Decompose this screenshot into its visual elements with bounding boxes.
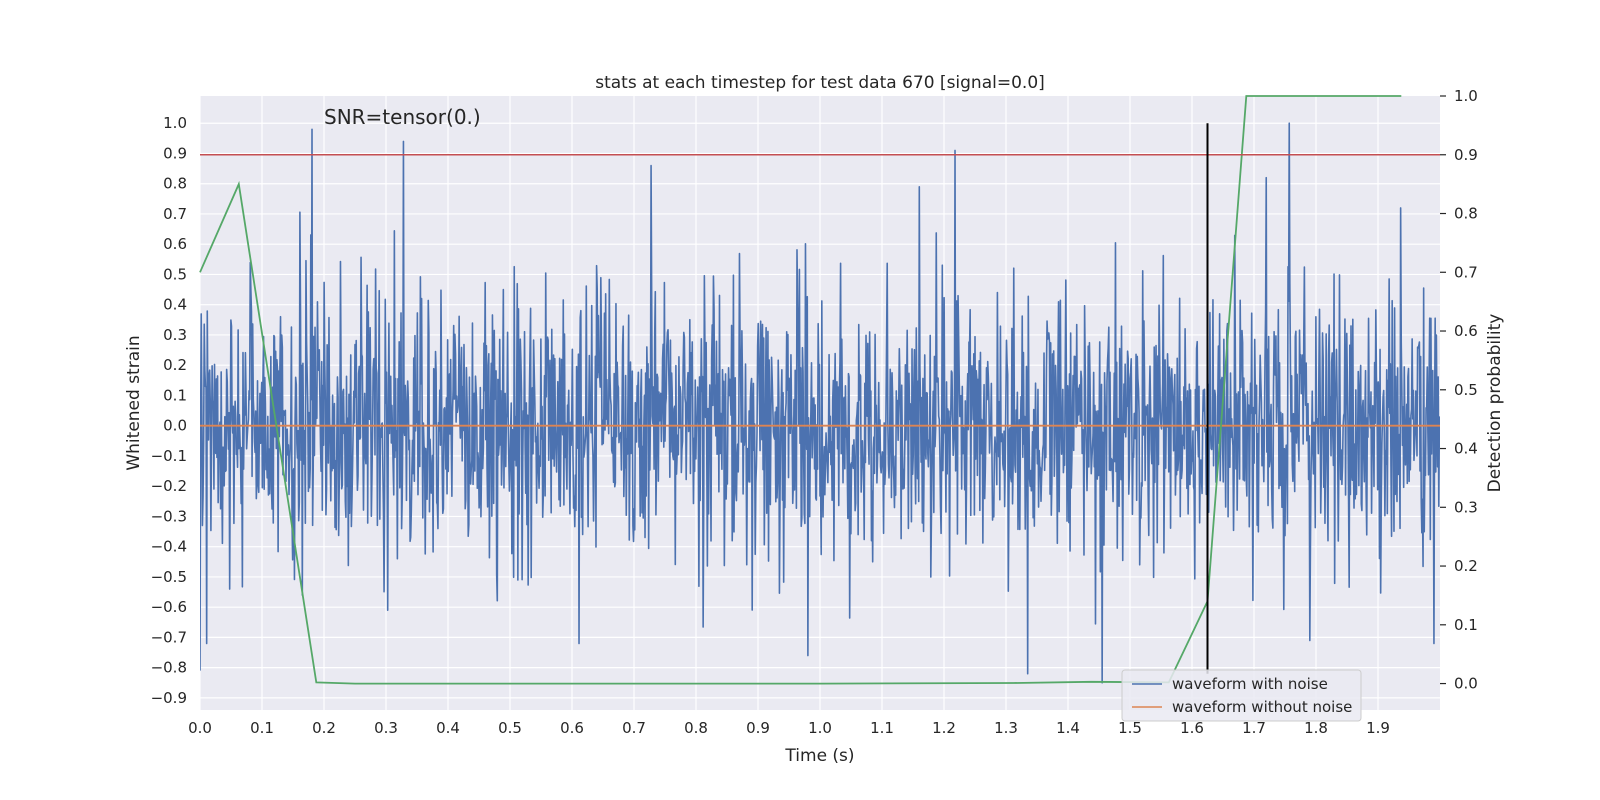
x-tick-label: 0.5 [498,719,522,737]
x-tick-label: 0.8 [684,719,708,737]
series-waveform-with-noise [200,122,1440,684]
y-axis-label: Whitened strain [124,335,144,470]
y2-tick-label: 0.0 [1454,675,1478,693]
x-tick-label: 1.1 [870,719,894,737]
waveform-with-noise-line [200,122,1440,684]
y-tick-label: 0.1 [163,386,187,404]
y2-tick-label: 0.8 [1454,205,1478,223]
detection-probability-line [199,95,1402,685]
x-tick-label: 0.6 [560,719,584,737]
y-tick-label: −0.1 [151,447,187,465]
y-tick-label: −0.2 [151,477,187,495]
y-tick-label: 0.8 [163,175,187,193]
x-tick-label: 1.7 [1242,719,1266,737]
x-tick-label: 1.3 [994,719,1018,737]
x-tick-label: 0.3 [374,719,398,737]
y-tick-label: −0.3 [151,507,187,525]
y-tick-label: 0.4 [163,296,187,314]
snr-annotation: SNR=tensor(0.) [324,105,481,129]
y2-axis-ticks: 1.0 0.9 0.8 0.7 0.6 0.5 0.4 0.3 0.2 0.1 0.0 [1440,87,1478,693]
y2-tick-label: 1.0 [1454,87,1478,105]
y-tick-label: 0.7 [163,205,187,223]
legend-label-clean: waveform without noise [1172,698,1352,716]
y2-tick-label: 0.1 [1454,616,1478,634]
y-tick-label: −0.8 [151,659,187,677]
x-tick-label: 0.2 [312,719,336,737]
x-tick-label: 0.7 [622,719,646,737]
y-tick-label: 0.2 [163,356,187,374]
y2-tick-label: 0.6 [1454,322,1478,340]
x-tick-label: 1.4 [1056,719,1080,737]
y-tick-label: 0.3 [163,326,187,344]
y-tick-label: 0.0 [163,417,187,435]
y2-tick-label: 0.2 [1454,557,1478,575]
y-tick-label: −0.6 [151,598,187,616]
x-tick-label: 1.8 [1304,719,1328,737]
chart-title: stats at each timestep for test data 670… [595,73,1045,93]
x-tick-label: 0.0 [188,719,212,737]
x-tick-label: 0.4 [436,719,460,737]
y2-tick-label: 0.5 [1454,381,1478,399]
legend-box [1121,669,1362,722]
x-tick-label: 0.9 [746,719,770,737]
x-axis-ticks: 0.0 0.1 0.2 0.3 0.4 0.5 0.6 0.7 0.8 0.9 1.0 1.1 1.2 1… [188,719,1390,737]
y2-tick-label: 0.3 [1454,498,1478,516]
x-tick-label: 1.6 [1180,719,1204,737]
x-tick-label: 1.2 [932,719,956,737]
legend-label-noise: waveform with noise [1172,675,1328,693]
y2-tick-label: 0.7 [1454,263,1478,281]
y-tick-label: −0.9 [151,689,187,707]
y-tick-label: 0.9 [163,144,187,162]
y-tick-label: −0.4 [151,538,187,556]
x-tick-label: 0.1 [250,719,274,737]
y-tick-label: 1.0 [163,114,187,132]
y-tick-label: −0.7 [151,628,187,646]
legend: waveform with noise waveform without noi… [1121,669,1362,722]
x-tick-label: 1.5 [1118,719,1142,737]
x-axis-label: Time (s) [784,746,854,766]
y-tick-label: −0.5 [151,568,187,586]
x-tick-label: 1.9 [1366,719,1390,737]
x-tick-label: 1.0 [808,719,832,737]
y2-tick-label: 0.9 [1454,146,1478,164]
series-detection-probability [199,95,1402,685]
y2-axis-label: Detection probability [1485,314,1505,493]
y2-tick-label: 0.4 [1454,440,1478,458]
y-tick-label: 0.6 [163,235,187,253]
y-tick-label: 0.5 [163,265,187,283]
y-axis-ticks: 1.0 0.9 0.8 0.7 0.6 0.5 0.4 0.3 0.2 0.1 0.0 −0.1 −0.… [151,114,187,707]
